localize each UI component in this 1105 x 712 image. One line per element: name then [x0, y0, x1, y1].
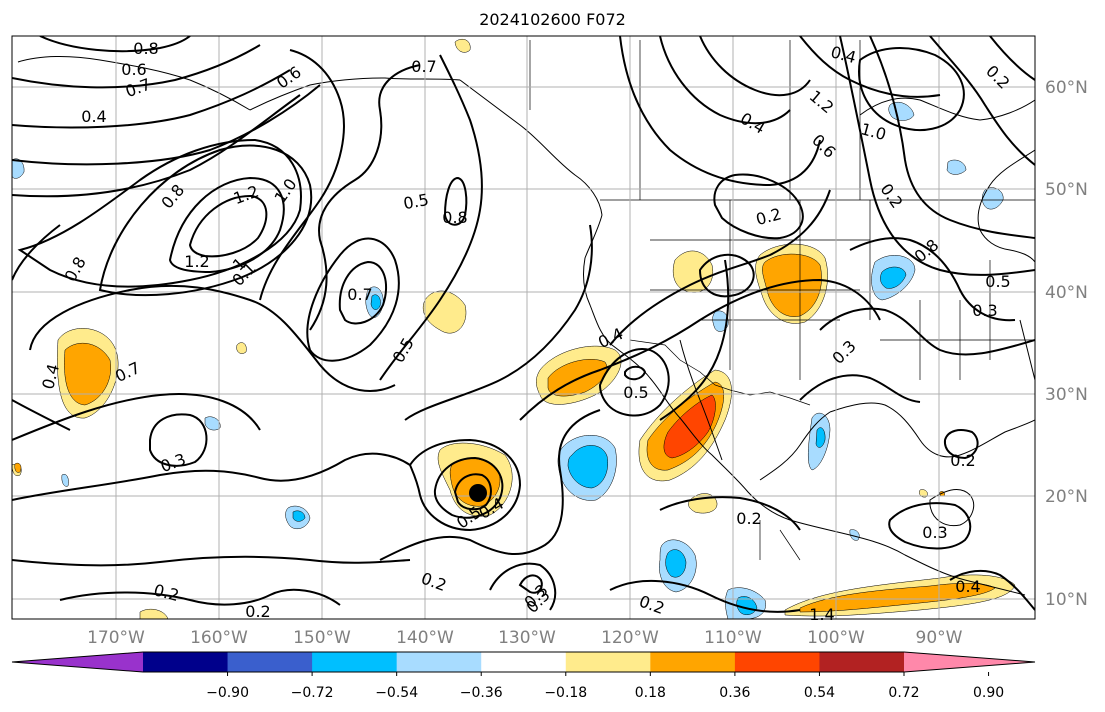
lat-label: 40°N — [1045, 283, 1088, 303]
colorbar-tick-label: 0.72 — [888, 685, 919, 701]
lat-label: 60°N — [1045, 78, 1088, 98]
political-borders — [529, 40, 1035, 561]
contour-label: 0.2 — [950, 451, 975, 470]
strong-positive-shading — [663, 394, 716, 459]
colorbar-segment — [650, 652, 736, 672]
colorbar-tick-label: −0.36 — [460, 685, 503, 701]
lon-label: 130°W — [498, 628, 556, 648]
lat-label: 20°N — [1045, 487, 1088, 507]
lon-label: 160°W — [190, 628, 248, 648]
moderate-negative-shading — [292, 266, 907, 616]
contour-label: 1.0 — [270, 175, 300, 207]
colorbar-segment — [143, 652, 229, 672]
contour-label: 1.2 — [231, 182, 261, 209]
map-frame — [11, 35, 1036, 620]
colorbar-tick-label: −0.72 — [291, 685, 334, 701]
contour-label: 0.2 — [245, 602, 270, 621]
lon-label: 120°W — [601, 628, 659, 648]
colorbar-segment — [227, 652, 313, 672]
contour-label: 0.6 — [273, 62, 305, 92]
contour-label: 0.4 — [737, 109, 769, 138]
contour-label: 0.6 — [808, 130, 839, 161]
contour-label: 0.8 — [911, 235, 943, 266]
colorbar-segment — [312, 652, 398, 672]
colorbar-tick-label: −0.18 — [544, 685, 587, 701]
coastlines — [17, 56, 1035, 596]
colorbar-tick-label: 0.90 — [973, 685, 1004, 701]
contour-label: 1.0 — [859, 119, 889, 144]
colorbar-tick-label: 0.18 — [635, 685, 666, 701]
colorbar-segment — [481, 652, 567, 672]
latitude-labels: 60°N 50°N 40°N 30°N 20°N 10°N — [1045, 78, 1088, 610]
lon-label: 90°W — [916, 628, 963, 648]
colorbar-segment — [565, 652, 651, 672]
contour-label: 0.4 — [81, 107, 106, 126]
contour-label: 0.2 — [876, 180, 906, 212]
contour-label: 0.3 — [972, 301, 997, 320]
lat-label: 50°N — [1045, 180, 1088, 200]
contour-label: 0.8 — [157, 181, 188, 213]
moderate-positive-shading — [14, 253, 996, 613]
contour-label: 1.4 — [809, 605, 834, 624]
colorbar-segment — [734, 652, 820, 672]
contour-label: 0.8 — [442, 208, 467, 227]
colorbar-segment — [904, 652, 1035, 672]
lat-label: 10°N — [1045, 590, 1088, 610]
contour-label: 0.2 — [419, 569, 449, 596]
colorbar-tick-label: 0.54 — [804, 685, 835, 701]
colorbar — [11, 651, 1036, 673]
contour-label: 0.8 — [133, 39, 158, 58]
colorbar-ticks: −0.90 −0.72 −0.54 −0.36 −0.18 0.18 0.36 0.54 0.7… — [206, 672, 1004, 701]
contour-lines — [12, 36, 1035, 613]
contour-label: 0.6 — [121, 60, 146, 79]
lon-label: 100°W — [807, 628, 865, 648]
contour-label: 0.2 — [152, 580, 182, 605]
longitude-labels: 170°W 160°W 150°W 140°W 130°W 120°W 110°… — [87, 628, 963, 648]
colorbar-tick-label: 0.36 — [719, 685, 750, 701]
colorbar-segment — [396, 652, 482, 672]
contour-label: 0.2 — [736, 509, 761, 528]
contour-label: 0.5 — [623, 383, 648, 402]
colorbar-tick-label: −0.90 — [206, 685, 249, 701]
contour-label: 1.2 — [806, 86, 838, 117]
contour-labels: 0.80.60.70.40.60.80.70.50.81.2 1.01.2 10.8… — [38, 39, 1013, 624]
contour-label: 0.4 — [829, 42, 859, 67]
lon-label: 170°W — [87, 628, 145, 648]
lon-label: 150°W — [293, 628, 351, 648]
lat-label: 30°N — [1045, 385, 1088, 405]
contour-label: 1.2 — [184, 252, 209, 271]
contour-label: 0.2 — [754, 204, 784, 229]
colorbar-segment — [819, 652, 905, 672]
map-title: 2024102600 F072 — [479, 10, 626, 29]
contour-label: 0.3 — [922, 523, 947, 542]
colorbar-outline — [11, 651, 1036, 673]
lon-label: 140°W — [396, 628, 454, 648]
contour-label: 0.5 — [985, 272, 1010, 291]
contour-label: 0.8 — [61, 253, 90, 285]
contour-label: 0.2 — [982, 61, 1013, 92]
contour-label: 0.4 — [955, 577, 980, 596]
colorbar-segment — [12, 652, 143, 672]
hurricane-center-dot — [469, 484, 487, 502]
contour-label: 0.2 — [637, 592, 667, 619]
contour-label: 0.7 — [347, 285, 372, 304]
colorbar-tick-label: −0.54 — [375, 685, 418, 701]
contour-label: 0.3 — [828, 336, 859, 367]
contour-label: 0.7 — [411, 57, 436, 76]
lon-label: 110°W — [704, 628, 762, 648]
contour-label: 0.5 — [402, 190, 430, 213]
